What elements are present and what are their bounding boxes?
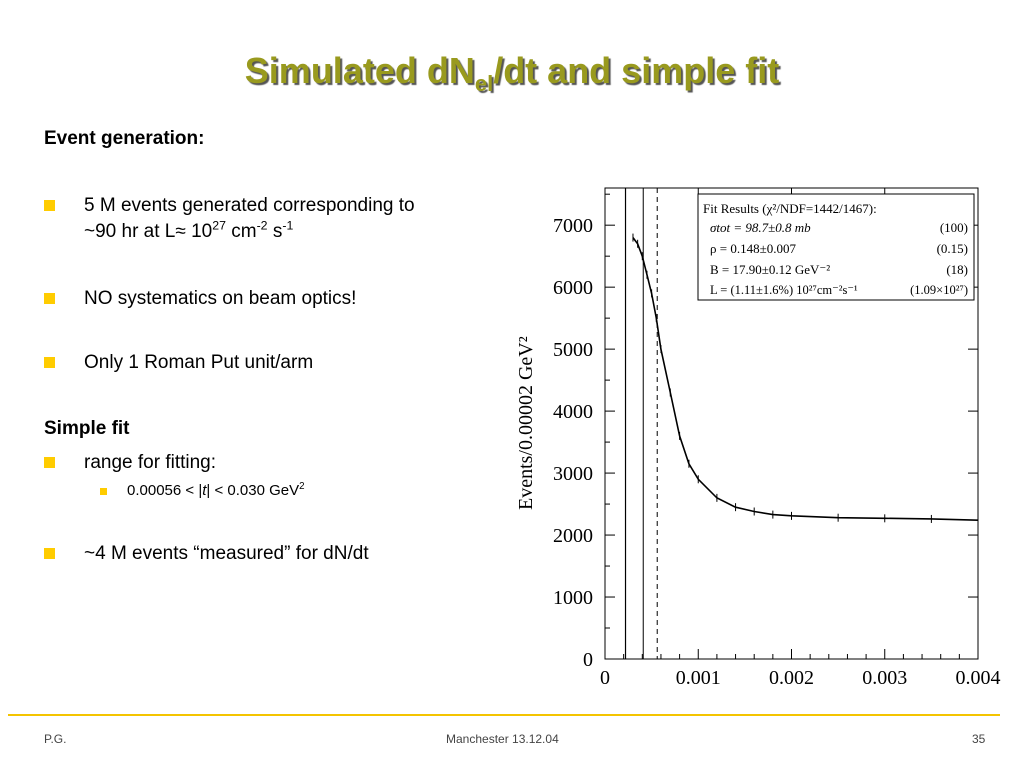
bullet-marker [44, 293, 55, 304]
sub-bullet-text: 0.00056 < |t| < 0.030 GeV2 [127, 481, 305, 499]
y-tick-label: 7000 [553, 215, 593, 237]
bullet-text: ~4 M events “measured” for dN/dt [84, 543, 369, 564]
x-axis: 0 0.001 0.002 0.003 0.004 [600, 188, 1001, 689]
y-tick-label: 4000 [553, 401, 593, 423]
y-tick-label: 3000 [553, 463, 593, 485]
y-axis: 0 1000 2000 3000 4000 5000 6000 7000 [553, 193, 978, 671]
fit-results-title: Fit Results (χ²/NDF=1442/1467): [703, 201, 877, 216]
fit-results-box: Fit Results (χ²/NDF=1442/1467): σtot = 9… [697, 193, 975, 301]
sub-bullet-marker [100, 488, 107, 495]
y-tick-label: 5000 [553, 339, 593, 361]
dndt-histogram-chart: 0 1000 2000 3000 4000 5000 6000 7000 0 0.001 0.00… [515, 187, 1001, 689]
y-tick-label: 6000 [553, 277, 593, 299]
fit-param-rho: ρ = 0.148±0.007 [710, 241, 796, 256]
fit-truth-sigma: (100) [940, 220, 968, 235]
y-axis-label: Events/0.00002 GeV² [515, 336, 537, 510]
bullet-text-line2: ~90 hr at L≈ 1027 cm-2 s-1 [84, 218, 294, 242]
data-series [624, 188, 979, 659]
title-tail: /dt and simple fit [493, 50, 780, 91]
fit-results-frame [697, 193, 975, 301]
x-tick-label: 0.001 [676, 667, 721, 689]
x-tick-label: 0.004 [956, 667, 1001, 689]
fit-truth-lumi: (1.09×10²⁷) [910, 283, 968, 297]
bullet-marker [44, 457, 55, 468]
fit-truth-rho: (0.15) [937, 241, 968, 256]
title-subscript: el [474, 71, 494, 97]
footer-venue-date: Manchester 13.12.04 [446, 732, 559, 746]
fit-param-sigma: σtot = 98.7±0.8 mb [710, 220, 811, 235]
bullet-marker [44, 357, 55, 368]
y-tick-label: 1000 [553, 587, 593, 609]
footer-divider [8, 714, 1000, 716]
data-series-line [632, 237, 979, 521]
bullet-text: Only 1 Roman Put unit/arm [84, 352, 314, 373]
bullet-marker [44, 200, 55, 211]
footer-page-number: 35 [972, 732, 986, 746]
fit-truth-b: (18) [946, 262, 968, 277]
fit-param-lumi: L = (1.11±1.6%) 10²⁷cm⁻²s⁻¹ [710, 283, 858, 297]
fit-param-b: B = 17.90±0.12 GeV⁻² [710, 262, 830, 277]
title-main: Simulated dN [244, 50, 475, 91]
x-tick-label: 0 [600, 667, 610, 689]
x-tick-label: 0.003 [862, 667, 907, 689]
bullet-text: NO systematics on beam optics! [84, 288, 357, 309]
page-title: Simulated dNel/dt and simple fit [0, 50, 1024, 97]
section-heading-event-generation: Event generation: [44, 128, 205, 149]
section-heading-simple-fit: Simple fit [44, 418, 130, 439]
bullet-text: range for fitting: [84, 452, 217, 473]
bullet-marker [44, 548, 55, 559]
x-tick-label: 0.002 [769, 667, 814, 689]
footer-author: P.G. [44, 732, 67, 746]
bullet-text: 5 M events generated corresponding to [84, 195, 415, 216]
y-tick-label: 2000 [553, 525, 593, 547]
y-tick-label: 0 [583, 649, 593, 671]
